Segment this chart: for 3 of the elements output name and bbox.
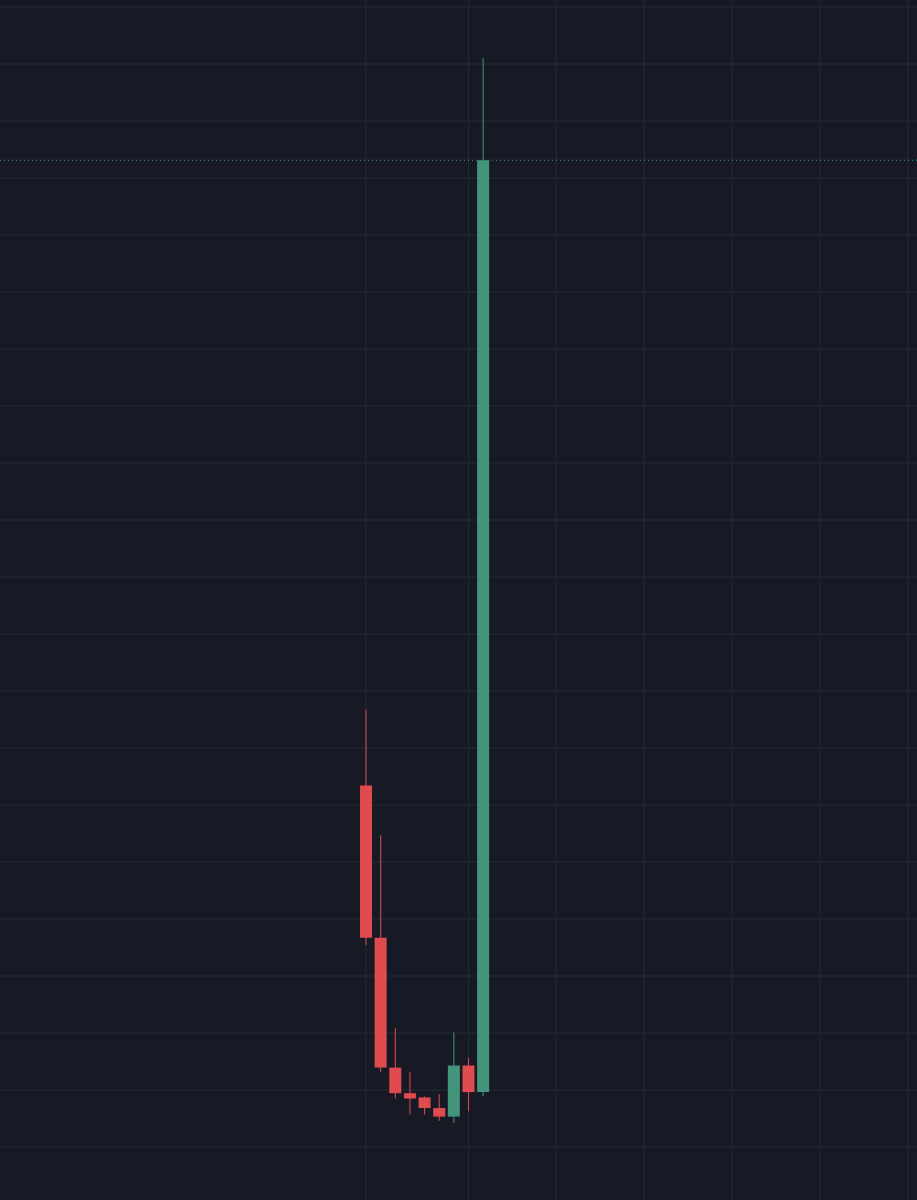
candlestick [403, 1071, 416, 1115]
candlestick [433, 1093, 446, 1122]
candlestick [418, 1095, 431, 1115]
